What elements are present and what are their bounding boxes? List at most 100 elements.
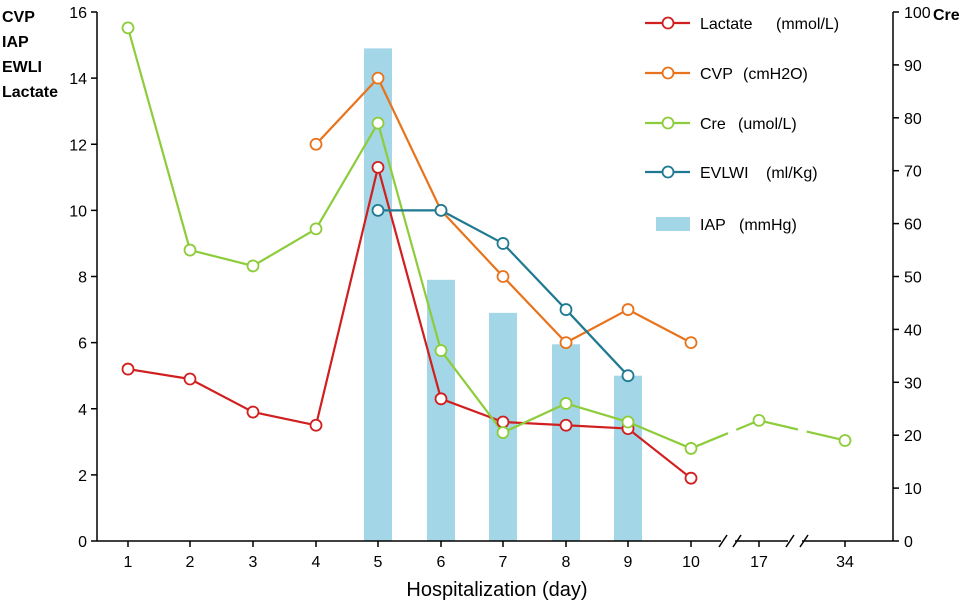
left-tick-label: 6 — [78, 336, 87, 353]
axis-titles: CVP IAP EWLI Lactate Cre Hospitalization (day… — [2, 7, 960, 601]
right-tick-label: 0 — [904, 534, 913, 551]
left-tick-label: 16 — [69, 5, 87, 22]
left-tick-label: 12 — [69, 137, 87, 154]
line-cre-segment — [252, 227, 317, 267]
point-evlwi-7 — [496, 237, 510, 250]
point-lactate-2 — [183, 372, 197, 386]
point-cvp-9 — [621, 303, 635, 316]
right-tick-label: 60 — [904, 217, 922, 234]
x-tick-label: 6 — [437, 554, 446, 571]
x-tick-label: 4 — [312, 554, 321, 571]
line-lactate-segment — [252, 410, 317, 427]
line-lactate-segment — [376, 167, 443, 400]
line-cvp-segment — [627, 308, 692, 344]
legend-marker-lactate — [661, 16, 675, 30]
x-tick-label: 7 — [499, 554, 508, 571]
legend-unit-evlwi: (ml/Kg) — [766, 165, 818, 182]
point-cre-8 — [559, 397, 573, 410]
point-evlwi-9 — [621, 369, 635, 383]
x-axis-label: Hospitalization (day) — [406, 579, 587, 601]
bar-iap-9 — [614, 375, 642, 541]
point-cre-7 — [496, 426, 510, 439]
axis-break-mark — [785, 534, 795, 548]
line-cvp-segment — [440, 209, 504, 278]
x-tick-label: 9 — [624, 554, 633, 571]
point-cre-3 — [246, 259, 260, 273]
line-cre-segment — [758, 419, 846, 442]
line-cre-segment — [376, 122, 443, 351]
line-cre-segment — [690, 419, 760, 450]
right-tick-label: 80 — [904, 111, 922, 128]
x-tick-label: 10 — [682, 554, 700, 571]
line-lactate-segment — [627, 427, 692, 480]
right-tick-label: 50 — [904, 270, 922, 287]
axis-break-mark — [799, 534, 809, 548]
left-axis-label: IAP — [2, 34, 29, 51]
x-tick-label: 34 — [836, 554, 854, 571]
x-tick-label: 3 — [249, 554, 258, 571]
legend-name-iap: IAP — [700, 217, 726, 234]
right-tick-label: 70 — [904, 164, 922, 181]
right-axis-label: Cre — [933, 7, 960, 24]
point-cre-34 — [838, 434, 852, 447]
bar-iap-5 — [364, 48, 392, 542]
line-cvp-segment — [377, 77, 442, 211]
line-lactate-segment — [189, 378, 254, 414]
point-cre-9 — [621, 415, 635, 429]
line-cre-segment — [315, 122, 379, 230]
right-tick-label: 100 — [904, 5, 931, 22]
legend-unit-lactate: (mmol/L) — [776, 16, 839, 33]
legend-unit-cre: (umol/L) — [738, 116, 797, 133]
legend-swatch-iap — [656, 217, 690, 231]
left-tick-label: 8 — [78, 270, 87, 287]
legend-name-evlwi: EVLWI — [700, 165, 749, 182]
point-cre-6 — [434, 344, 448, 357]
point-lactate-1 — [121, 362, 135, 376]
legend-name-cre: Cre — [700, 116, 726, 133]
line-cre-segment — [502, 402, 567, 434]
line-cvp-segment — [502, 275, 567, 344]
point-cvp-8 — [559, 336, 573, 350]
point-cre-17 — [752, 413, 766, 427]
left-tick-label: 2 — [78, 468, 87, 485]
x-tick-label: 5 — [374, 554, 383, 571]
bar-iap-6 — [427, 279, 455, 541]
line-cvp-segment — [315, 77, 379, 146]
right-tick-label: 40 — [904, 322, 922, 339]
line-lactate-segment — [502, 420, 567, 427]
point-lactate-6 — [434, 392, 448, 406]
point-lactate-5 — [371, 160, 385, 174]
axis-break-mark — [732, 534, 742, 548]
legend-marker-cre — [661, 116, 675, 130]
line-cre-segment — [189, 248, 254, 267]
series-points — [121, 21, 852, 485]
axis-break-mark — [718, 534, 728, 548]
line-cre-segment — [627, 420, 692, 450]
left-tick-label: 10 — [69, 203, 87, 220]
legend-name-lactate: Lactate — [700, 16, 753, 33]
point-lactate-10 — [684, 471, 698, 485]
bar-iap-8 — [552, 344, 580, 541]
line-cvp-segment — [565, 308, 629, 344]
iap-bars — [364, 48, 642, 542]
x-tick-label: 2 — [186, 554, 195, 571]
line-cre-segment — [565, 402, 629, 424]
point-cvp-10 — [684, 336, 698, 350]
x-tick-label: 8 — [562, 554, 571, 571]
legend-marker-evlwi — [661, 165, 675, 179]
point-cre-1 — [121, 21, 135, 35]
point-lactate-7 — [496, 415, 510, 429]
line-lactate-segment — [127, 367, 191, 381]
point-lactate-4 — [309, 418, 323, 432]
right-tick-label: 10 — [904, 481, 922, 498]
right-tick-label: 30 — [904, 375, 922, 392]
line-lactate-segment — [314, 167, 380, 426]
point-cvp-5 — [371, 71, 385, 85]
legend-unit-cvp: (cmH2O) — [743, 66, 808, 83]
left-axis-label: EWLI — [2, 59, 42, 76]
line-lactate-segment — [565, 424, 629, 430]
line-cre-segment — [440, 349, 504, 434]
line-evlwi-segment — [502, 242, 567, 311]
line-evlwi-segment — [565, 308, 629, 377]
